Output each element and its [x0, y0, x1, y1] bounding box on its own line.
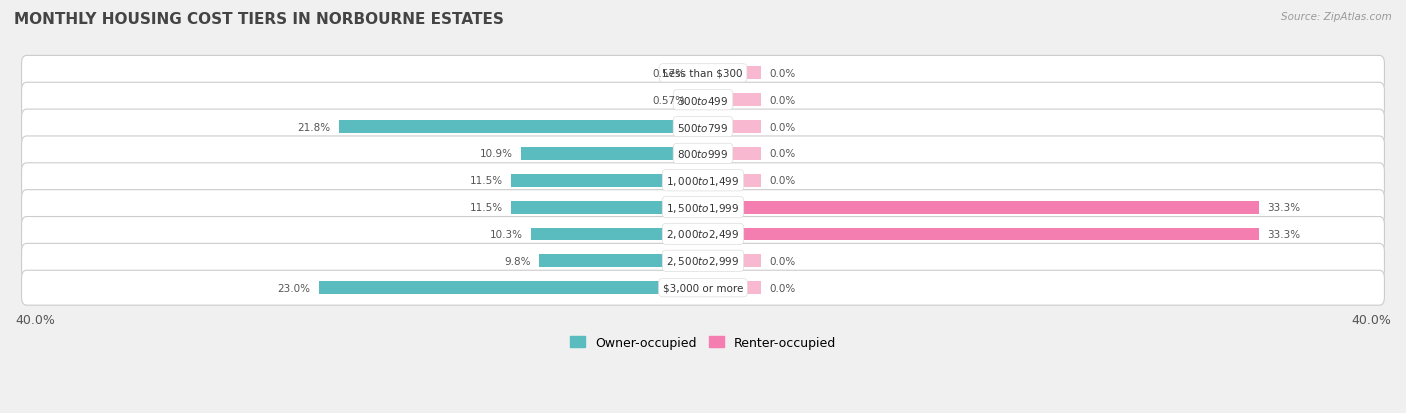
Text: 0.57%: 0.57%: [652, 69, 685, 78]
Text: 11.5%: 11.5%: [470, 203, 502, 213]
Text: $500 to $799: $500 to $799: [678, 121, 728, 133]
Text: Less than $300: Less than $300: [664, 69, 742, 78]
Bar: [693, 94, 703, 107]
Text: 0.0%: 0.0%: [770, 176, 796, 186]
Text: 0.0%: 0.0%: [770, 69, 796, 78]
Legend: Owner-occupied, Renter-occupied: Owner-occupied, Renter-occupied: [565, 331, 841, 354]
Bar: [703, 94, 762, 107]
Text: $2,000 to $2,499: $2,000 to $2,499: [666, 228, 740, 241]
Text: $3,000 or more: $3,000 or more: [662, 283, 744, 293]
Text: 0.0%: 0.0%: [770, 283, 796, 293]
Bar: [540, 255, 703, 268]
Bar: [693, 67, 703, 80]
Bar: [703, 121, 762, 134]
Bar: [703, 174, 762, 187]
Bar: [510, 201, 703, 214]
Text: $2,500 to $2,999: $2,500 to $2,999: [666, 255, 740, 268]
FancyBboxPatch shape: [21, 164, 1385, 198]
Text: 33.3%: 33.3%: [1268, 229, 1301, 240]
FancyBboxPatch shape: [21, 83, 1385, 118]
FancyBboxPatch shape: [21, 244, 1385, 279]
Bar: [339, 121, 703, 134]
Text: 9.8%: 9.8%: [505, 256, 531, 266]
Text: $800 to $999: $800 to $999: [678, 148, 728, 160]
Text: 33.3%: 33.3%: [1268, 203, 1301, 213]
Bar: [703, 147, 762, 161]
Text: $300 to $499: $300 to $499: [678, 95, 728, 107]
Text: $1,500 to $1,999: $1,500 to $1,999: [666, 201, 740, 214]
FancyBboxPatch shape: [21, 110, 1385, 145]
Bar: [319, 282, 703, 294]
Bar: [703, 67, 762, 80]
FancyBboxPatch shape: [21, 56, 1385, 91]
Text: MONTHLY HOUSING COST TIERS IN NORBOURNE ESTATES: MONTHLY HOUSING COST TIERS IN NORBOURNE …: [14, 12, 503, 27]
Text: 10.3%: 10.3%: [489, 229, 523, 240]
Bar: [703, 282, 762, 294]
FancyBboxPatch shape: [21, 137, 1385, 171]
Text: 0.0%: 0.0%: [770, 122, 796, 132]
Bar: [531, 228, 703, 241]
FancyBboxPatch shape: [21, 271, 1385, 305]
Bar: [703, 228, 1260, 241]
FancyBboxPatch shape: [21, 190, 1385, 225]
Text: 23.0%: 23.0%: [277, 283, 311, 293]
Bar: [703, 201, 1260, 214]
Text: 11.5%: 11.5%: [470, 176, 502, 186]
Text: Source: ZipAtlas.com: Source: ZipAtlas.com: [1281, 12, 1392, 22]
Text: 0.0%: 0.0%: [770, 256, 796, 266]
Bar: [522, 147, 703, 161]
Text: $1,000 to $1,499: $1,000 to $1,499: [666, 174, 740, 188]
Bar: [703, 255, 762, 268]
Text: 0.0%: 0.0%: [770, 149, 796, 159]
Text: 0.57%: 0.57%: [652, 95, 685, 105]
Bar: [510, 174, 703, 187]
Text: 21.8%: 21.8%: [298, 122, 330, 132]
Text: 0.0%: 0.0%: [770, 95, 796, 105]
FancyBboxPatch shape: [21, 217, 1385, 252]
Text: 10.9%: 10.9%: [479, 149, 513, 159]
